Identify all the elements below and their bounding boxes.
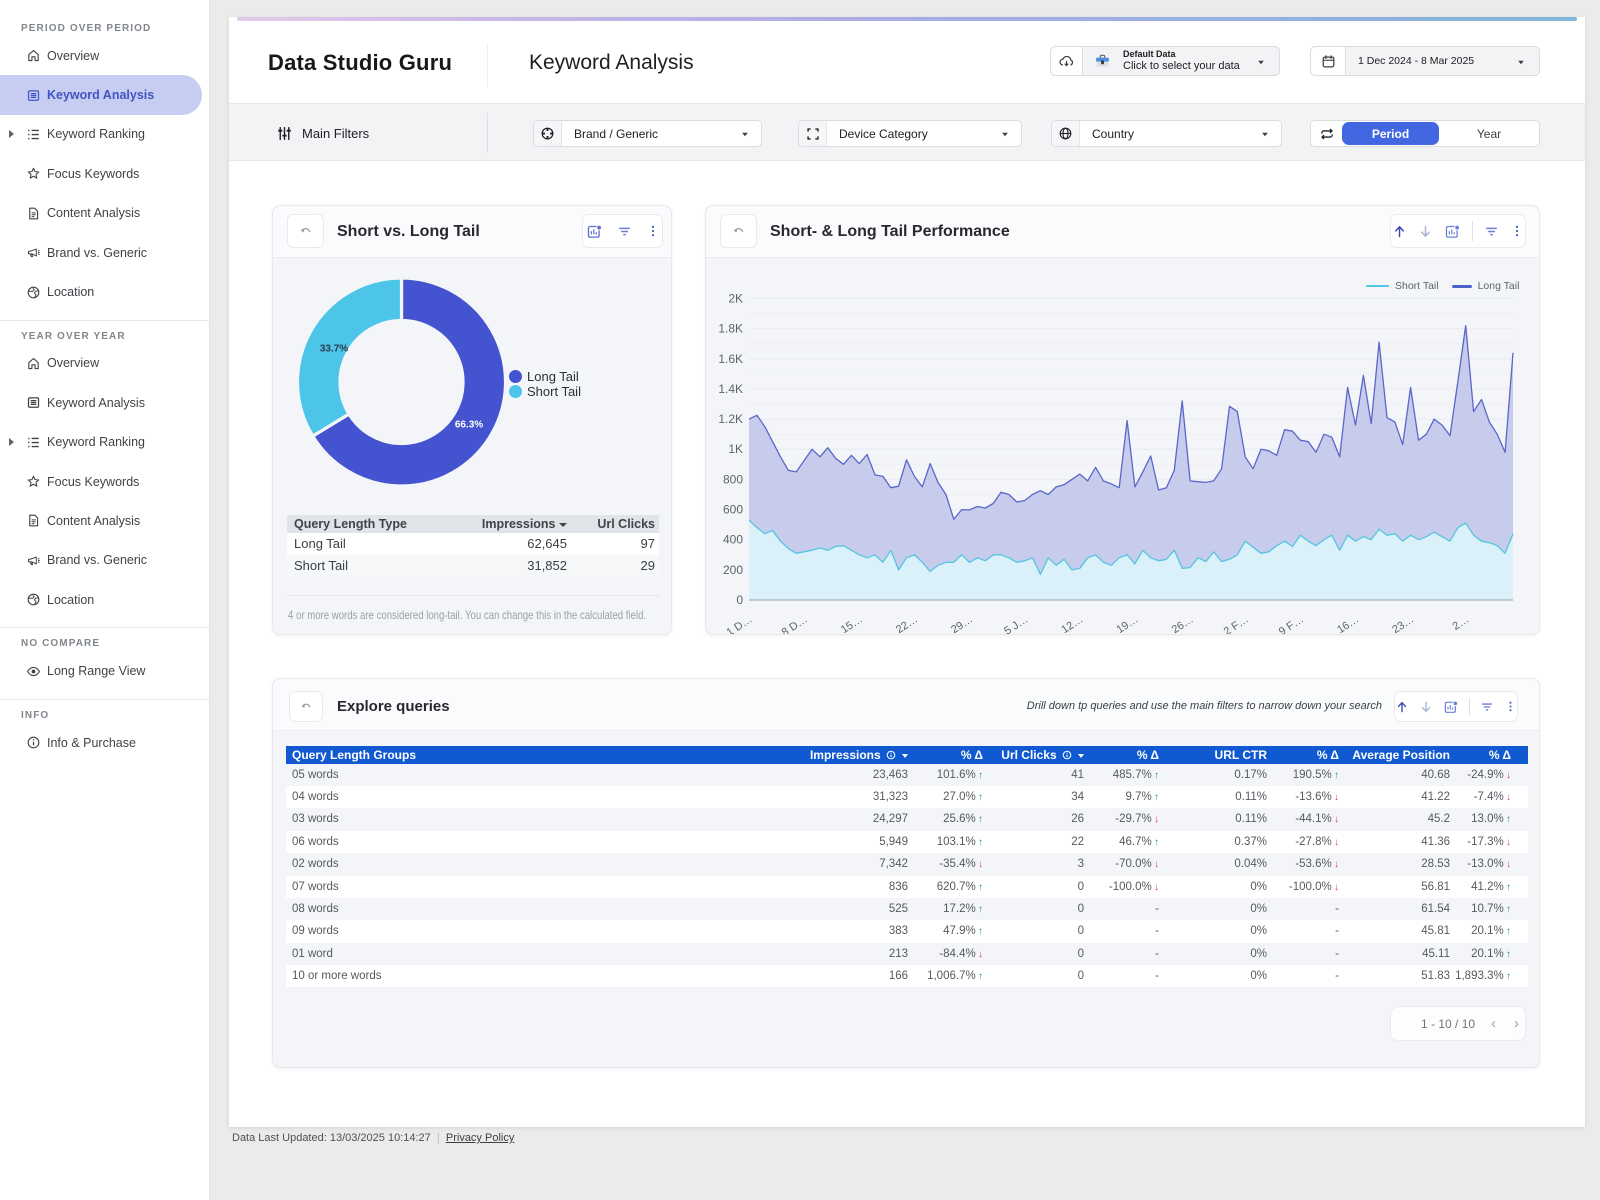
- svg-text:600: 600: [723, 503, 743, 517]
- svg-text:1 D…: 1 D…: [725, 613, 755, 634]
- svg-text:2 F…: 2 F…: [1222, 613, 1251, 634]
- svg-text:1K: 1K: [728, 442, 743, 456]
- svg-text:0: 0: [736, 593, 743, 607]
- svg-text:66.3%: 66.3%: [455, 420, 483, 431]
- svg-text:1.8K: 1.8K: [718, 322, 743, 336]
- svg-text:2K: 2K: [728, 292, 743, 306]
- svg-text:9 F…: 9 F…: [1277, 613, 1306, 634]
- svg-text:16…: 16…: [1335, 613, 1361, 634]
- svg-text:1.2K: 1.2K: [718, 412, 743, 426]
- svg-text:29…: 29…: [949, 613, 975, 634]
- svg-text:800: 800: [723, 472, 743, 486]
- svg-text:26…: 26…: [1170, 613, 1196, 634]
- svg-text:23…: 23…: [1390, 613, 1416, 634]
- svg-text:2…: 2…: [1450, 613, 1471, 632]
- svg-text:1.4K: 1.4K: [718, 382, 743, 396]
- svg-text:400: 400: [723, 533, 743, 547]
- svg-text:19…: 19…: [1114, 613, 1140, 634]
- svg-text:33.7%: 33.7%: [320, 344, 348, 355]
- svg-text:1.6K: 1.6K: [718, 352, 743, 366]
- svg-text:12…: 12…: [1059, 613, 1085, 634]
- svg-text:22…: 22…: [894, 613, 920, 634]
- svg-text:5 J…: 5 J…: [1002, 613, 1030, 634]
- svg-text:8 D…: 8 D…: [780, 613, 810, 634]
- svg-text:15…: 15…: [839, 613, 865, 634]
- svg-text:200: 200: [723, 563, 743, 577]
